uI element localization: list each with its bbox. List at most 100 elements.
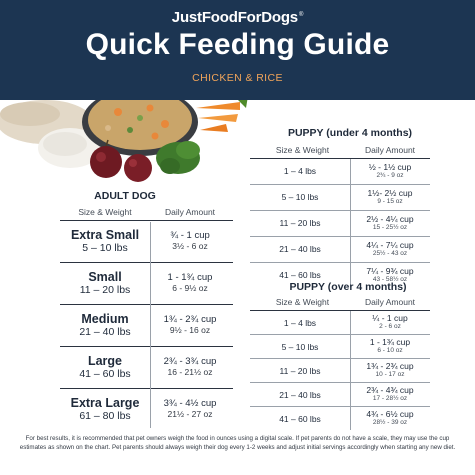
puppy-over-column-divider	[350, 311, 351, 430]
adult-col-size: Size & Weight	[78, 207, 132, 217]
puppy-under-column-divider	[350, 159, 351, 287]
adult-row-2-amount: 1 - 1¾ cup 6 - 9½ oz	[150, 264, 230, 302]
adult-size-name: Large	[87, 354, 123, 368]
page-title: Quick Feeding Guide	[85, 28, 390, 61]
puppy-over-row-2-size: 5 – 10 lbs	[281, 341, 319, 352]
puppy-amount-cup: ¼ - 1 cup	[372, 313, 408, 323]
adult-row-4-size: Large 41 – 60 lbs	[60, 348, 150, 386]
adult-row-divider	[60, 304, 233, 305]
adult-row-2-size: Small 11 – 20 lbs	[60, 264, 150, 302]
puppy-over-header-rule	[250, 310, 430, 311]
puppy-under-col-size: Size & Weight	[275, 145, 330, 155]
puppy-under-row-1-amount: ½ - 1½ cup 2¾ - 9 oz	[350, 159, 430, 183]
puppy-amount-oz: 2¾ - 9 oz	[376, 171, 404, 179]
puppy-over-row-5-amount: 4¾ - 6½ cup 28½ - 39 oz	[350, 407, 430, 430]
puppy-amount-cup: 1¾ - 2¾ cup	[366, 361, 414, 371]
adult-amount-cup: ¾ - 1 cup	[170, 230, 210, 241]
puppy-over-row-3-amount: 1¾ - 2¾ cup 10 - 17 oz	[350, 359, 430, 382]
puppy-over-row-4-size: 21 – 40 lbs	[279, 389, 321, 400]
feeding-footnote: For best results, it is recommended that…	[19, 435, 456, 451]
puppy-amount-oz: 43 - 58½ oz	[372, 275, 408, 283]
adult-amount-cup: 1¾ - 2¾ cup	[163, 314, 217, 325]
puppy-amount-oz: 15 - 25½ oz	[372, 223, 408, 231]
puppy-amount-cup: ½ - 1½ cup	[368, 161, 412, 172]
adult-amount-oz: 16 - 21½ oz	[167, 367, 213, 377]
adult-amount-oz: 21½ - 27 oz	[167, 409, 213, 419]
puppy-over-col-size: Size & Weight	[275, 297, 330, 307]
puppy-amount-cup: 4¼ - 7¼ cup	[366, 239, 414, 250]
puppy-under-row-3-size: 11 – 20 lbs	[279, 218, 321, 228]
carrot	[196, 102, 240, 110]
adult-column-divider	[150, 222, 151, 428]
puppy-over-row-divider	[250, 406, 430, 407]
adult-amount-cup: 1 - 1¾ cup	[167, 272, 213, 283]
adult-header-rule	[60, 220, 233, 221]
adult-size-weight: 11 – 20 lbs	[79, 284, 131, 296]
adult-amount-oz: 6 - 9½ oz	[172, 283, 208, 293]
adult-row-5-size: Extra Large 61 – 80 lbs	[60, 390, 150, 428]
puppy-under-header-rule	[250, 158, 430, 159]
puppy-under-row-divider	[250, 236, 430, 237]
puppy-under-row-5-amount: 7¼ - 9¾ cup 43 - 58½ oz	[350, 263, 430, 287]
header-banner: JustFoodForDogs® Quick Feeding Guide CHI…	[0, 0, 475, 100]
puppy-under-row-4-size: 21 – 40 lbs	[279, 244, 321, 254]
adult-amount-cup: 3¾ - 4½ cup	[163, 398, 217, 409]
puppy-under-row-4-amount: 4¼ - 7¼ cup 25½ - 43 oz	[350, 237, 430, 261]
adult-row-4-amount: 2¾ - 3¾ cup 16 - 21½ oz	[150, 348, 230, 386]
puppy-amount-oz: 28½ - 39 oz	[372, 419, 408, 426]
puppy-over-section-title: PUPPY (over 4 months)	[289, 281, 407, 293]
puppy-over-col-amount: Daily Amount	[364, 297, 416, 307]
food-photo	[0, 100, 248, 182]
puppy-over-row-1-amount: ¼ - 1 cup 2 - 6 oz	[350, 311, 430, 334]
apple	[90, 146, 122, 178]
adult-col-amount: Daily Amount	[164, 207, 216, 217]
adult-size-name: Extra Small	[70, 228, 140, 242]
puppy-over-row-3-size: 11 – 20 lbs	[279, 365, 321, 376]
adult-row-divider	[60, 346, 233, 347]
puppy-over-row-1-size: 1 – 4 lbs	[283, 317, 317, 328]
puppy-under-row-2-amount: 1½- 2½ cup 9 - 15 oz	[350, 185, 430, 209]
adult-row-5-amount: 3¾ - 4½ cup 21½ - 27 oz	[150, 390, 230, 428]
puppy-under-section-title: PUPPY (under 4 months)	[287, 127, 413, 139]
adult-size-weight: 5 – 10 lbs	[82, 242, 128, 254]
puppy-over-row-divider	[250, 334, 430, 335]
adult-row-3-amount: 1¾ - 2¾ cup 9½ - 16 oz	[150, 306, 230, 344]
puppy-amount-cup: 2¾ - 4¾ cup	[366, 385, 414, 395]
adult-row-3-size: Medium 21 – 40 lbs	[60, 306, 150, 344]
puppy-amount-oz: 10 - 17 oz	[375, 371, 405, 378]
puppy-amount-cup: 2½ - 4¼ cup	[366, 213, 414, 224]
puppy-over-row-5-size: 41 – 60 lbs	[279, 413, 321, 424]
adult-row-divider	[60, 388, 233, 389]
adult-amount-cup: 2¾ - 3¾ cup	[163, 356, 217, 367]
brand-name: JustFoodForDogs	[171, 9, 298, 26]
brand-registered-mark: ®	[298, 12, 304, 18]
puppy-amount-oz: 9 - 15 oz	[377, 197, 403, 205]
adult-amount-oz: 9½ - 16 oz	[169, 325, 211, 335]
puppy-under-row-1-size: 1 – 4 lbs	[283, 166, 317, 176]
puppy-amount-oz: 25½ - 43 oz	[372, 249, 408, 257]
recipe-subtitle: CHICKEN & RICE	[192, 72, 283, 84]
puppy-under-row-divider	[250, 262, 430, 263]
puppy-over-row-4-amount: 2¾ - 4¾ cup 17 - 28½ oz	[350, 383, 430, 406]
adult-row-divider	[60, 262, 233, 263]
puppy-under-row-divider	[250, 184, 430, 185]
puppy-amount-oz: 2 - 6 oz	[379, 323, 401, 330]
puppy-over-row-divider	[250, 358, 430, 359]
puppy-amount-cup: 4¾ - 6½ cup	[366, 409, 414, 419]
puppy-amount-cup: 1½- 2½ cup	[367, 187, 413, 198]
puppy-over-row-2-amount: 1 - 1¾ cup 6 - 10 oz	[350, 335, 430, 358]
puppy-under-row-divider	[250, 210, 430, 211]
adult-size-name: Small	[88, 270, 122, 284]
adult-row-1-amount: ¾ - 1 cup 3½ - 6 oz	[150, 222, 230, 260]
adult-size-weight: 41 – 60 lbs	[79, 368, 131, 380]
adult-size-weight: 61 – 80 lbs	[79, 410, 131, 422]
puppy-amount-cup: 1 - 1¾ cup	[369, 337, 411, 347]
puppy-amount-cup: 7¼ - 9¾ cup	[366, 265, 414, 276]
adult-size-weight: 21 – 40 lbs	[79, 326, 131, 338]
puppy-under-row-3-amount: 2½ - 4¼ cup 15 - 25½ oz	[350, 211, 430, 235]
adult-size-name: Medium	[81, 312, 129, 326]
adult-section-title: ADULT DOG	[94, 190, 156, 202]
brand-logo: JustFoodForDogs®	[0, 9, 475, 26]
adult-row-1-size: Extra Small 5 – 10 lbs	[60, 222, 150, 260]
adult-size-name: Extra Large	[70, 396, 140, 410]
